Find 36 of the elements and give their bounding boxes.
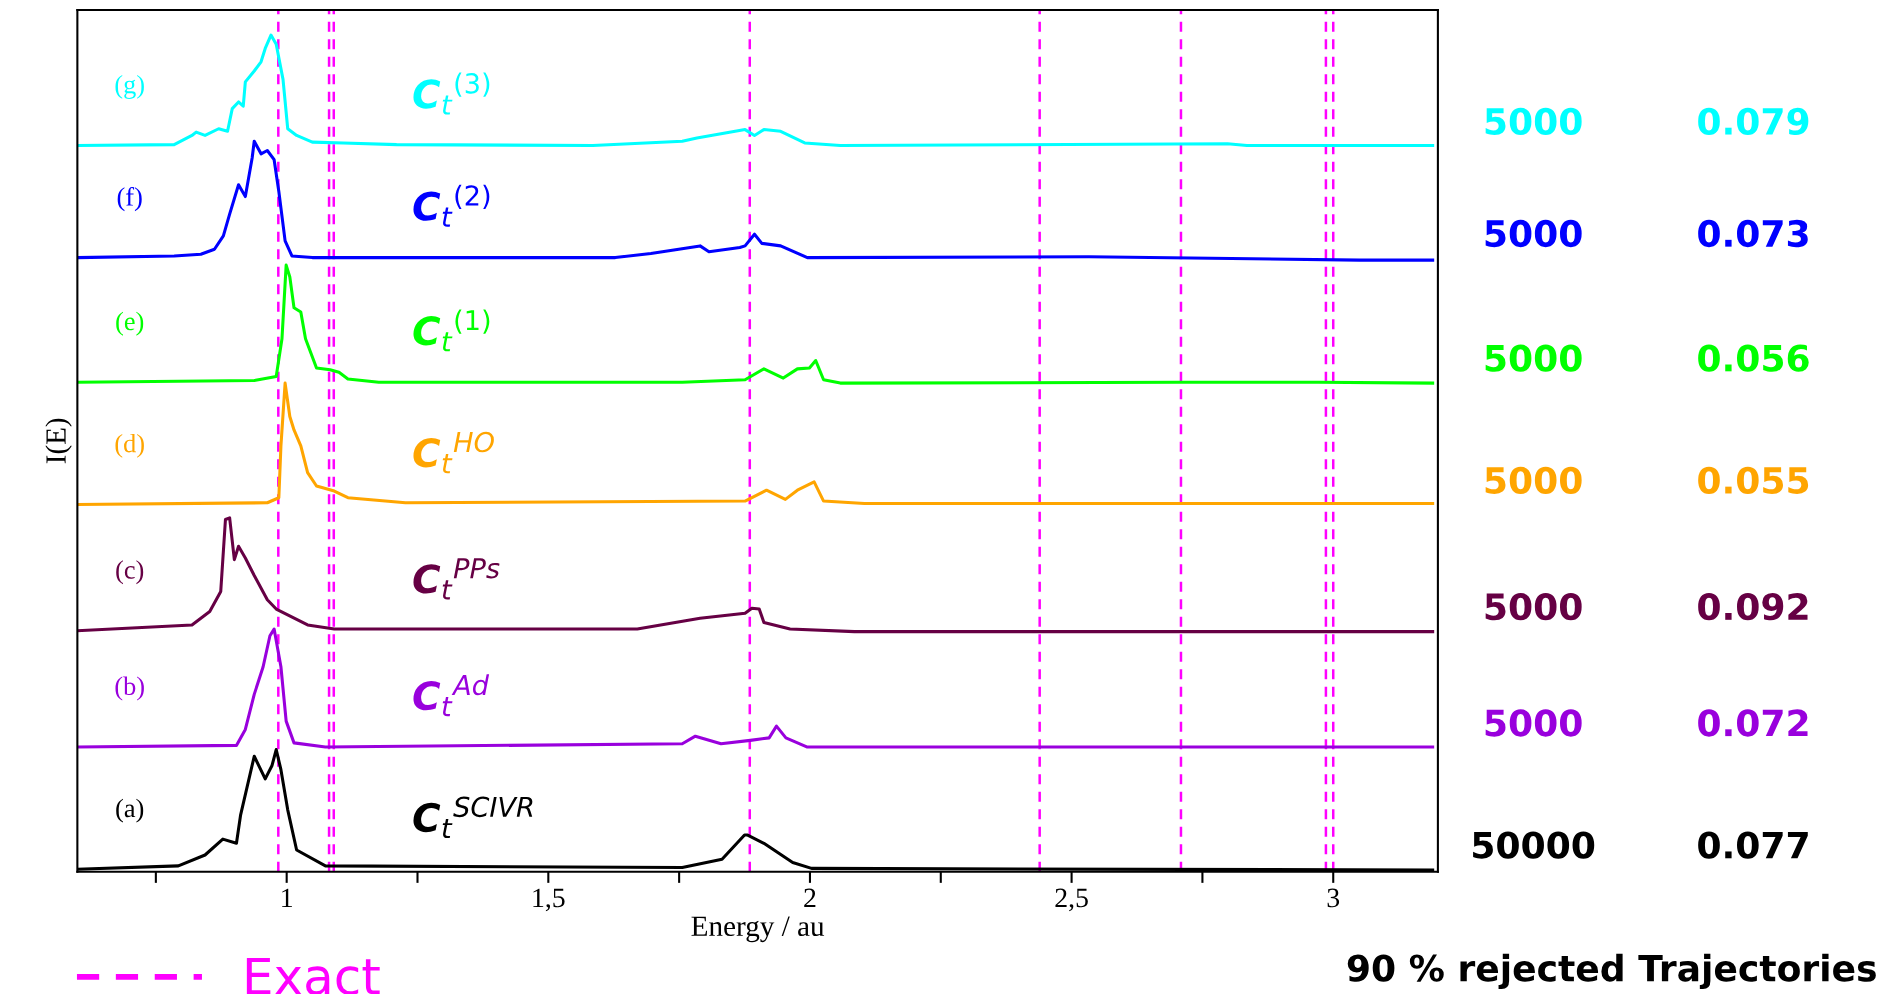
series-label: (c) xyxy=(116,560,144,585)
text: 0.056 xyxy=(1698,344,1809,372)
text: 0.077 xyxy=(1698,831,1808,859)
text: 5000 xyxy=(1485,466,1582,494)
annotation: C$_{t}$$^{(3)}$ xyxy=(413,72,490,115)
text: 50000 xyxy=(1473,831,1595,859)
annotation: C$_{t}$$^{(2)}$ xyxy=(413,184,490,227)
text: 90 % rejected Trajectories xyxy=(1347,953,1876,990)
x-tick-label: 2,5 xyxy=(1055,888,1088,912)
text: 0.072 xyxy=(1698,709,1808,737)
text: 5000 xyxy=(1485,219,1582,248)
y-axis-title: I(E) xyxy=(45,418,72,464)
text: 5000 xyxy=(1485,344,1582,372)
annotation: C$_{t}$$^{(1)}$ xyxy=(413,309,490,352)
annotation: C$_{t}$$^{PPs}$ xyxy=(413,558,500,600)
annotation: C$_{t}$$^{Ad}$ xyxy=(413,674,490,717)
annotation: C$_{t}$$^{HO}$ xyxy=(413,431,494,474)
series-label: (f) xyxy=(117,186,142,212)
text: 5000 xyxy=(1485,709,1582,737)
annotation: C$_{t}$$^{SCIVR}$ xyxy=(413,796,533,839)
x-tick-label: 1 xyxy=(282,888,292,907)
text: 5000 xyxy=(1485,107,1582,136)
x-tick-label: 3 xyxy=(1327,888,1340,908)
x-tick-label: 2 xyxy=(804,888,816,907)
x-tick-label: 1,5 xyxy=(533,888,565,912)
text: 0.055 xyxy=(1698,466,1809,494)
x-axis-title: Energy / au xyxy=(691,916,825,943)
text: 0.079 xyxy=(1698,107,1809,136)
series-label: (g) xyxy=(115,74,144,99)
series-label: (e) xyxy=(116,311,144,336)
text: 0.092 xyxy=(1698,593,1808,621)
text: 5000 xyxy=(1485,593,1582,621)
series-label: (b) xyxy=(115,676,144,701)
series-label: (a) xyxy=(116,798,144,823)
series-label: (d) xyxy=(115,433,144,458)
text: 0.073 xyxy=(1698,219,1808,248)
